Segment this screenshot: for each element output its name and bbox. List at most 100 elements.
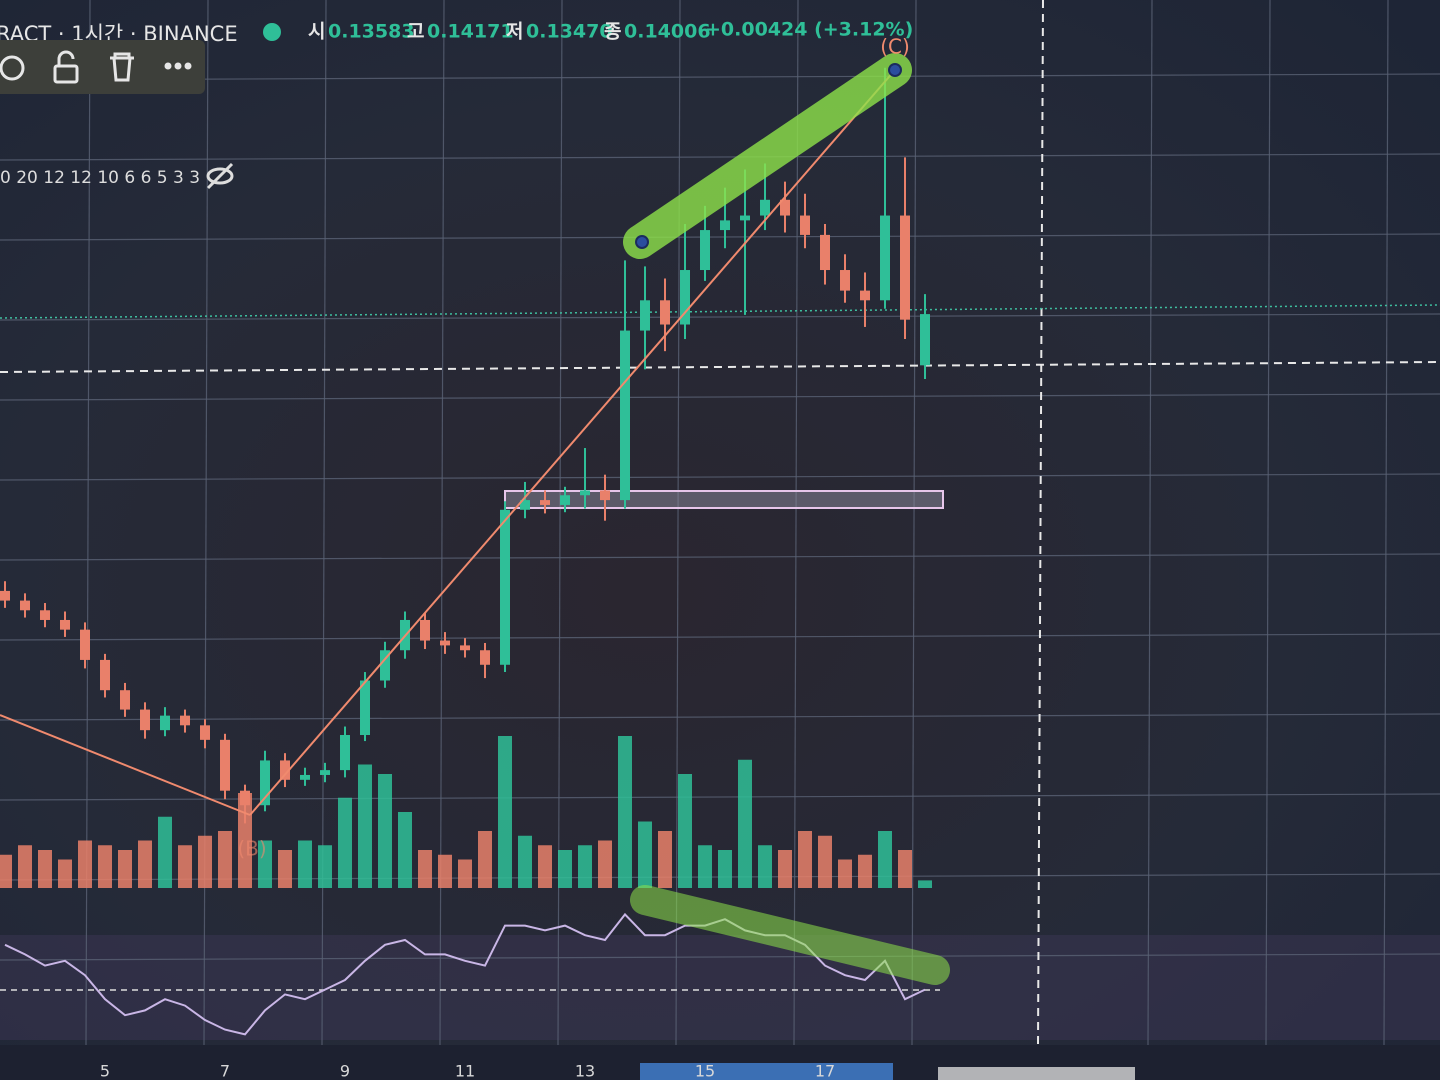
grid <box>0 0 1440 1046</box>
dot <box>184 62 192 70</box>
volume-bar <box>478 831 492 888</box>
candle-body <box>320 770 330 775</box>
volume-bar <box>798 831 812 888</box>
candle-body <box>220 739 230 791</box>
candle-body <box>860 290 870 301</box>
candle-body <box>720 220 730 231</box>
grid-line-h <box>0 73 1440 81</box>
ohlc-value: 0.14006 <box>624 21 711 43</box>
volume-bar <box>438 854 452 888</box>
volume-bar <box>38 850 52 888</box>
volume-bar <box>778 850 792 888</box>
volume-bar <box>198 835 212 888</box>
ohlc-change: +0.00424 (+3.12%) <box>705 19 913 41</box>
candle-body <box>660 300 670 325</box>
grid-line-v <box>1383 0 1389 1046</box>
ohlc-label: 시 <box>308 21 325 43</box>
candle-body <box>620 330 630 501</box>
candle-body <box>440 640 450 646</box>
lock-shackle <box>57 50 75 66</box>
candle-body <box>260 760 270 806</box>
volume-bar <box>418 850 432 888</box>
grid-line-v <box>911 0 917 1046</box>
candle-body <box>380 650 390 681</box>
candle-body <box>920 314 930 366</box>
candle-body <box>140 709 150 731</box>
grid-line-h <box>0 313 1440 321</box>
price-line <box>0 304 1440 319</box>
ohlc-value: 0.13583 <box>328 21 415 43</box>
dot <box>174 62 182 70</box>
volume-bar <box>78 840 92 888</box>
volume-bar <box>258 840 272 888</box>
volume-bar <box>538 845 552 888</box>
ohlc-value: 0.14171 <box>427 21 514 43</box>
candle-body <box>800 215 810 235</box>
drawing-toolbar <box>0 40 205 94</box>
volume-bar <box>0 854 12 888</box>
volume-bar <box>318 845 332 888</box>
volume-bar <box>158 816 172 888</box>
candle-body <box>20 600 30 611</box>
candle-body <box>560 495 570 505</box>
time-cursor-label <box>938 1067 1135 1080</box>
candle-body <box>280 760 290 780</box>
volume-bar <box>598 840 612 888</box>
grid-line-h <box>0 473 1440 481</box>
more-icon[interactable] <box>164 62 192 70</box>
lock-icon[interactable] <box>53 64 79 84</box>
candle-body <box>80 629 90 660</box>
strike <box>206 162 234 190</box>
volume-bar <box>18 845 32 888</box>
grid-line-h <box>0 393 1440 401</box>
x-tick-label: 13 <box>575 1062 595 1080</box>
volume-bar <box>358 764 372 888</box>
candle-body <box>460 645 470 651</box>
volume-bar <box>878 831 892 888</box>
volume-bar <box>398 812 412 888</box>
wave-label: (C) <box>880 35 910 59</box>
volume-bar <box>298 840 312 888</box>
volume-bar <box>118 850 132 888</box>
candle-body <box>780 199 790 216</box>
grid-line-h <box>0 553 1440 561</box>
candle-body <box>600 490 610 501</box>
dot <box>164 62 172 70</box>
candle-body <box>820 234 830 271</box>
candle-body <box>240 790 250 806</box>
volume-bar <box>378 774 392 888</box>
settings-icon[interactable] <box>0 55 25 81</box>
grid-line-h <box>0 633 1440 641</box>
delete-icon[interactable] <box>110 52 134 82</box>
time-range-highlight <box>640 1063 893 1080</box>
candle-body <box>120 690 130 710</box>
anchor-point[interactable] <box>635 235 649 249</box>
volume-bar <box>918 880 932 888</box>
volume-bar <box>898 850 912 888</box>
volume-bar <box>338 797 352 888</box>
grid-line-v <box>1147 0 1153 1046</box>
volume-bar <box>658 831 672 888</box>
trend-line <box>249 69 896 816</box>
candle-body <box>480 650 490 665</box>
candle-body <box>60 619 70 630</box>
volume-bar <box>278 850 292 888</box>
trend-line <box>0 714 251 816</box>
grid-line-h <box>0 233 1440 241</box>
status-dot <box>263 23 281 41</box>
hide-icon[interactable] <box>206 162 234 190</box>
wave-label: (B) <box>237 837 266 861</box>
anchor-point[interactable] <box>888 63 902 77</box>
candle-body <box>160 715 170 731</box>
volume-bar <box>758 845 772 888</box>
ohlc-label: 저 <box>506 21 523 43</box>
candle-body <box>540 500 550 505</box>
volume-bar <box>738 759 752 888</box>
highlight-stroke <box>623 53 912 259</box>
plot <box>0 67 932 1036</box>
volume-bar <box>838 859 852 888</box>
candle-body <box>420 619 430 641</box>
volume-bar <box>858 854 872 888</box>
range-box <box>504 490 944 509</box>
highlight-stroke <box>630 885 950 985</box>
